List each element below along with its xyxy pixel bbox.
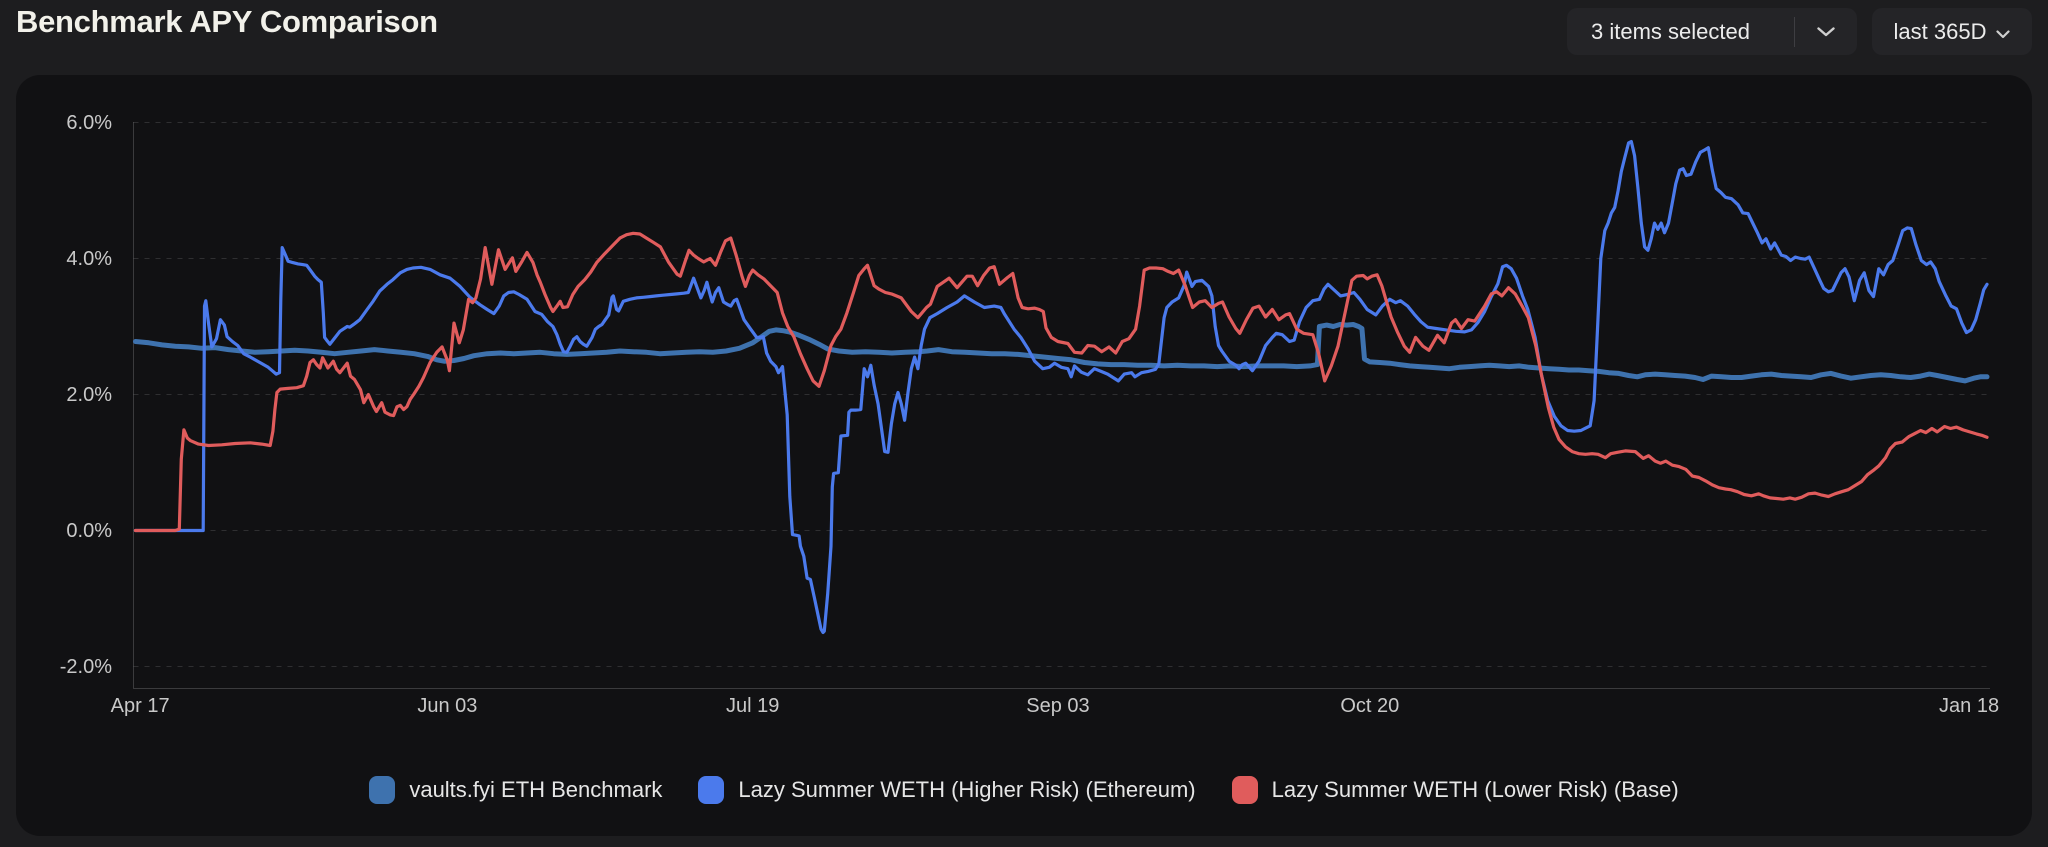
items-selected-dropdown[interactable]: 3 items selected: [1567, 8, 1857, 55]
x-tick-label: Apr 17: [110, 695, 170, 717]
legend-label: Lazy Summer WETH (Higher Risk) (Ethereum…: [738, 777, 1196, 802]
higher-risk-swatch-icon: [698, 776, 725, 804]
legend-item-benchmark[interactable]: vaults.fyi ETH Benchmark: [369, 776, 662, 804]
x-tick-label: Jun 03: [417, 695, 478, 717]
dropdown-divider: [1794, 16, 1795, 47]
x-tick-label: Oct 20: [1340, 695, 1400, 717]
y-tick-label: 2.0%: [66, 383, 112, 406]
time-range-label: last 365D: [1893, 18, 1987, 44]
legend-label: Lazy Summer WETH (Lower Risk) (Base): [1271, 777, 1679, 802]
legend-label: vaults.fyi ETH Benchmark: [409, 777, 663, 802]
chart-panel: [16, 75, 2032, 836]
legend-item-lower-risk[interactable]: Lazy Summer WETH (Lower Risk) (Base): [1231, 776, 1679, 804]
y-tick-label: 0.0%: [66, 519, 112, 542]
y-tick-label: 4.0%: [66, 247, 112, 270]
legend-item-higher-risk[interactable]: Lazy Summer WETH (Higher Risk) (Ethereum…: [698, 776, 1196, 804]
y-tick-label: 6.0%: [66, 111, 112, 134]
x-tick-label: Jan 18: [1939, 695, 2000, 717]
chevron-down-icon: [1795, 26, 1857, 37]
items-selected-label: 3 items selected: [1591, 18, 1750, 44]
lower-risk-swatch-icon: [1231, 776, 1258, 804]
chart-legend: vaults.fyi ETH Benchmark Lazy Summer WET…: [0, 776, 2048, 804]
benchmark-swatch-icon: [369, 776, 396, 804]
y-tick-label: -2.0%: [59, 655, 112, 678]
x-tick-label: Jul 19: [725, 695, 780, 717]
chevron-down-icon: [1996, 19, 2011, 45]
page-title: Benchmark APY Comparison: [16, 4, 438, 39]
time-range-dropdown[interactable]: last 365D: [1872, 8, 2032, 55]
x-tick-label: Sep 03: [1026, 695, 1090, 717]
